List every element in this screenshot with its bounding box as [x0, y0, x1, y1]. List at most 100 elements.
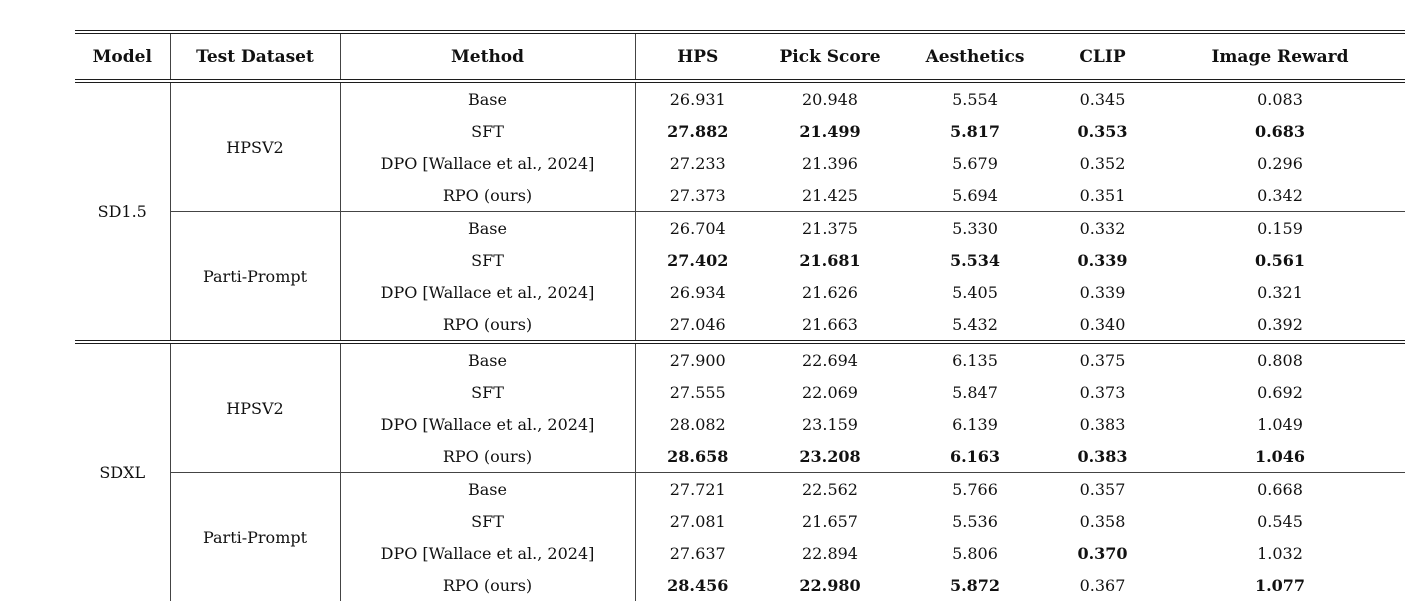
metric-cell-image-reward: 0.321: [1155, 276, 1405, 308]
method-cell: DPO [Wallace et al., 2024]: [340, 537, 635, 569]
metric-cell-hps: 26.704: [635, 212, 760, 245]
metric-cell-image-reward: 0.545: [1155, 505, 1405, 537]
method-cell: Base: [340, 473, 635, 506]
method-cell: RPO (ours): [340, 179, 635, 212]
metric-cell-aesthetics: 5.432: [900, 308, 1050, 342]
metric-cell-pick-score: 21.375: [760, 212, 900, 245]
metric-cell-clip: 0.339: [1050, 244, 1155, 276]
metric-cell-pick-score: 20.948: [760, 81, 900, 115]
model-cell: SDXL: [75, 342, 170, 601]
metric-cell-image-reward: 1.046: [1155, 440, 1405, 473]
metric-cell-aesthetics: 5.679: [900, 147, 1050, 179]
metric-cell-image-reward: 0.342: [1155, 179, 1405, 212]
metric-cell-clip: 0.383: [1050, 408, 1155, 440]
method-cell: SFT: [340, 376, 635, 408]
metric-cell-image-reward: 0.296: [1155, 147, 1405, 179]
column-header-aesthetics: Aesthetics: [900, 32, 1050, 81]
table-row: SD1.5 HPSV2 Base 26.931 20.948 5.554 0.3…: [75, 81, 1405, 115]
column-header-image-reward: Image Reward: [1155, 32, 1405, 81]
method-cell: Base: [340, 342, 635, 376]
metric-cell-hps: 27.081: [635, 505, 760, 537]
metric-cell-aesthetics: 5.817: [900, 115, 1050, 147]
metric-cell-aesthetics: 5.554: [900, 81, 1050, 115]
method-cell: DPO [Wallace et al., 2024]: [340, 276, 635, 308]
metric-cell-aesthetics: 5.766: [900, 473, 1050, 506]
metric-cell-pick-score: 21.657: [760, 505, 900, 537]
metric-cell-hps: 27.900: [635, 342, 760, 376]
metric-cell-hps: 27.637: [635, 537, 760, 569]
metric-cell-aesthetics: 5.330: [900, 212, 1050, 245]
metric-cell-hps: 27.402: [635, 244, 760, 276]
metric-cell-clip: 0.345: [1050, 81, 1155, 115]
metric-cell-clip: 0.383: [1050, 440, 1155, 473]
metric-cell-hps: 27.373: [635, 179, 760, 212]
method-cell: SFT: [340, 244, 635, 276]
method-cell: Base: [340, 81, 635, 115]
method-cell: SFT: [340, 505, 635, 537]
metric-cell-pick-score: 21.681: [760, 244, 900, 276]
metric-cell-clip: 0.339: [1050, 276, 1155, 308]
metric-cell-pick-score: 22.694: [760, 342, 900, 376]
column-header-clip: CLIP: [1050, 32, 1155, 81]
metric-cell-image-reward: 0.159: [1155, 212, 1405, 245]
metric-cell-hps: 27.721: [635, 473, 760, 506]
metric-cell-image-reward: 0.392: [1155, 308, 1405, 342]
header-row: Model Test Dataset Method HPS Pick Score…: [75, 32, 1405, 81]
metric-cell-clip: 0.352: [1050, 147, 1155, 179]
results-table: Model Test Dataset Method HPS Pick Score…: [75, 30, 1405, 601]
table-row: Parti-Prompt Base 26.704 21.375 5.330 0.…: [75, 212, 1405, 245]
metric-cell-hps: 28.658: [635, 440, 760, 473]
dataset-cell: HPSV2: [170, 81, 340, 212]
metric-cell-image-reward: 0.808: [1155, 342, 1405, 376]
method-cell: DPO [Wallace et al., 2024]: [340, 147, 635, 179]
metric-cell-aesthetics: 5.806: [900, 537, 1050, 569]
metric-cell-clip: 0.373: [1050, 376, 1155, 408]
dataset-cell: Parti-Prompt: [170, 212, 340, 343]
metric-cell-pick-score: 22.069: [760, 376, 900, 408]
method-cell: RPO (ours): [340, 308, 635, 342]
dataset-cell: Parti-Prompt: [170, 473, 340, 601]
metric-cell-clip: 0.375: [1050, 342, 1155, 376]
metric-cell-image-reward: 0.083: [1155, 81, 1405, 115]
column-header-test-dataset: Test Dataset: [170, 32, 340, 81]
metric-cell-clip: 0.370: [1050, 537, 1155, 569]
metric-cell-hps: 27.233: [635, 147, 760, 179]
metric-cell-clip: 0.353: [1050, 115, 1155, 147]
column-header-method: Method: [340, 32, 635, 81]
table-row: Parti-Prompt Base 27.721 22.562 5.766 0.…: [75, 473, 1405, 506]
metric-cell-image-reward: 0.683: [1155, 115, 1405, 147]
metric-cell-clip: 0.358: [1050, 505, 1155, 537]
results-table-container: Model Test Dataset Method HPS Pick Score…: [75, 30, 1405, 601]
metric-cell-hps: 28.456: [635, 569, 760, 601]
metric-cell-aesthetics: 5.694: [900, 179, 1050, 212]
metric-cell-hps: 26.934: [635, 276, 760, 308]
metric-cell-aesthetics: 6.163: [900, 440, 1050, 473]
metric-cell-pick-score: 23.208: [760, 440, 900, 473]
metric-cell-clip: 0.357: [1050, 473, 1155, 506]
metric-cell-image-reward: 0.561: [1155, 244, 1405, 276]
column-header-hps: HPS: [635, 32, 760, 81]
method-cell: DPO [Wallace et al., 2024]: [340, 408, 635, 440]
column-header-pick-score: Pick Score: [760, 32, 900, 81]
metric-cell-image-reward: 0.668: [1155, 473, 1405, 506]
metric-cell-hps: 27.882: [635, 115, 760, 147]
metric-cell-pick-score: 21.663: [760, 308, 900, 342]
table-row: SDXL HPSV2 Base 27.900 22.694 6.135 0.37…: [75, 342, 1405, 376]
dataset-cell: HPSV2: [170, 342, 340, 473]
metric-cell-hps: 27.046: [635, 308, 760, 342]
metric-cell-clip: 0.351: [1050, 179, 1155, 212]
metric-cell-aesthetics: 5.534: [900, 244, 1050, 276]
model-cell: SD1.5: [75, 81, 170, 342]
metric-cell-aesthetics: 6.135: [900, 342, 1050, 376]
metric-cell-image-reward: 1.077: [1155, 569, 1405, 601]
metric-cell-image-reward: 1.032: [1155, 537, 1405, 569]
metric-cell-aesthetics: 5.872: [900, 569, 1050, 601]
metric-cell-clip: 0.332: [1050, 212, 1155, 245]
metric-cell-image-reward: 0.692: [1155, 376, 1405, 408]
metric-cell-clip: 0.367: [1050, 569, 1155, 601]
metric-cell-pick-score: 21.499: [760, 115, 900, 147]
metric-cell-pick-score: 22.562: [760, 473, 900, 506]
metric-cell-pick-score: 23.159: [760, 408, 900, 440]
column-header-model: Model: [75, 32, 170, 81]
metric-cell-aesthetics: 5.536: [900, 505, 1050, 537]
